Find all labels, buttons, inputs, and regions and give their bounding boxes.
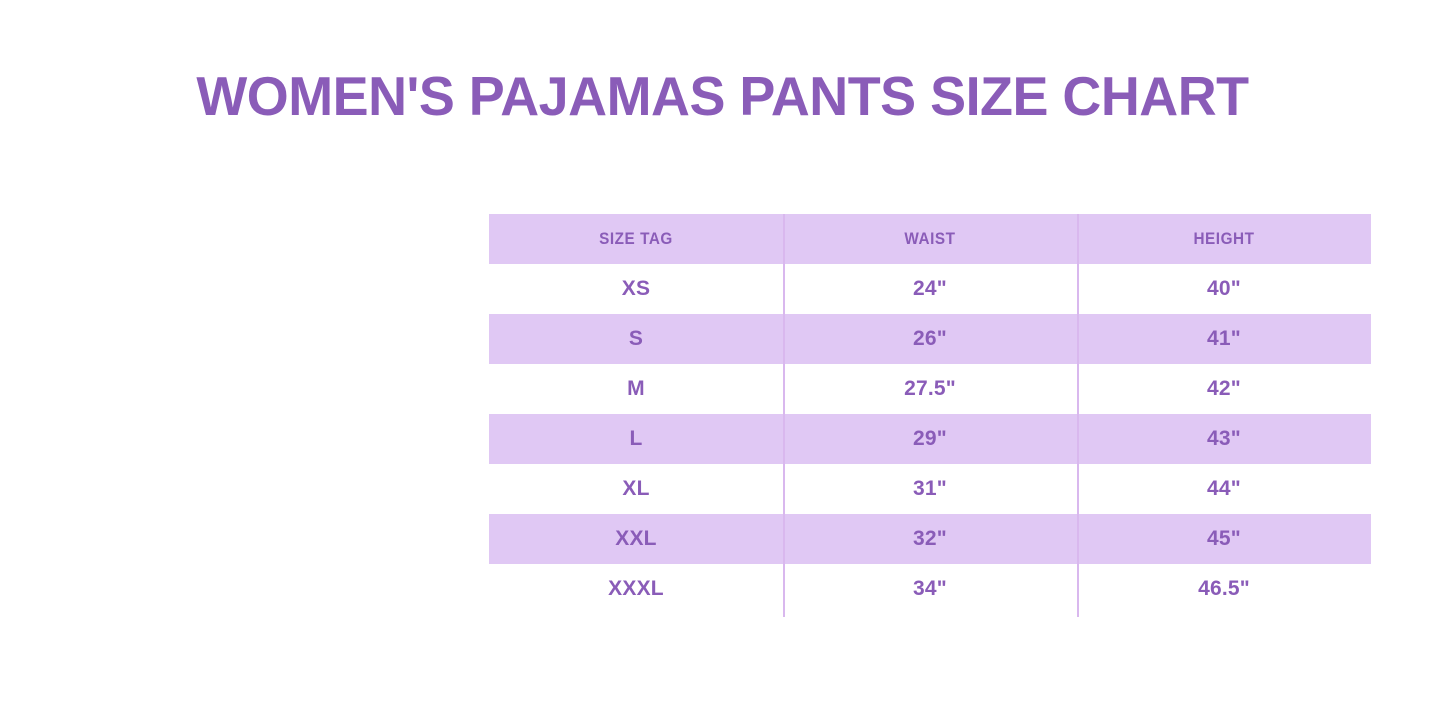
cell-size-tag: M: [627, 377, 645, 400]
cell-waist: 27.5": [904, 377, 956, 400]
cell-height: 46.5": [1198, 577, 1250, 600]
cell-size-tag: L: [629, 427, 643, 450]
table-row: XXL 32" 45": [489, 514, 1371, 564]
cell-height: 40": [1207, 277, 1241, 300]
cell-waist: 34": [913, 577, 947, 600]
table-header-row: SIZE TAG WAIST HEIGHT: [489, 214, 1371, 264]
cell-waist: 32": [913, 527, 947, 550]
cell-waist: 31": [913, 477, 947, 500]
cell-height: 42": [1207, 377, 1241, 400]
cell-waist: 24": [913, 277, 947, 300]
cell-height: 45": [1207, 527, 1241, 550]
cell-size-tag: XL: [622, 477, 650, 500]
column-header-height: HEIGHT: [1193, 229, 1255, 248]
table-row: M 27.5" 42": [489, 364, 1371, 414]
cell-size-tag: XXXL: [608, 577, 664, 600]
size-chart-table: SIZE TAG WAIST HEIGHT XS 24" 40" S 26" 4…: [489, 214, 1371, 614]
table-row: L 29" 43": [489, 414, 1371, 464]
cell-size-tag: XXL: [615, 527, 657, 550]
cell-size-tag: S: [628, 327, 644, 350]
cell-size-tag: XS: [621, 277, 651, 300]
cell-height: 43": [1207, 427, 1241, 450]
table-row: XXXL 34" 46.5": [489, 564, 1371, 614]
table-row: XS 24" 40": [489, 264, 1371, 314]
column-header-waist: WAIST: [904, 229, 956, 248]
table-row: XL 31" 44": [489, 464, 1371, 514]
cell-waist: 29": [913, 427, 947, 450]
size-chart-table-wrapper: SIZE TAG WAIST HEIGHT XS 24" 40" S 26" 4…: [489, 214, 1371, 617]
page-title: WOMEN'S PAJAMAS PANTS SIZE CHART: [196, 65, 1249, 127]
cell-waist: 26": [913, 327, 947, 350]
table-header: SIZE TAG WAIST HEIGHT: [489, 214, 1371, 264]
cell-height: 41": [1207, 327, 1241, 350]
cell-height: 44": [1207, 477, 1241, 500]
table-body: XS 24" 40" S 26" 41" M 27.5" 42" L 29": [489, 264, 1371, 614]
column-header-size-tag: SIZE TAG: [599, 229, 673, 248]
table-row: S 26" 41": [489, 314, 1371, 364]
